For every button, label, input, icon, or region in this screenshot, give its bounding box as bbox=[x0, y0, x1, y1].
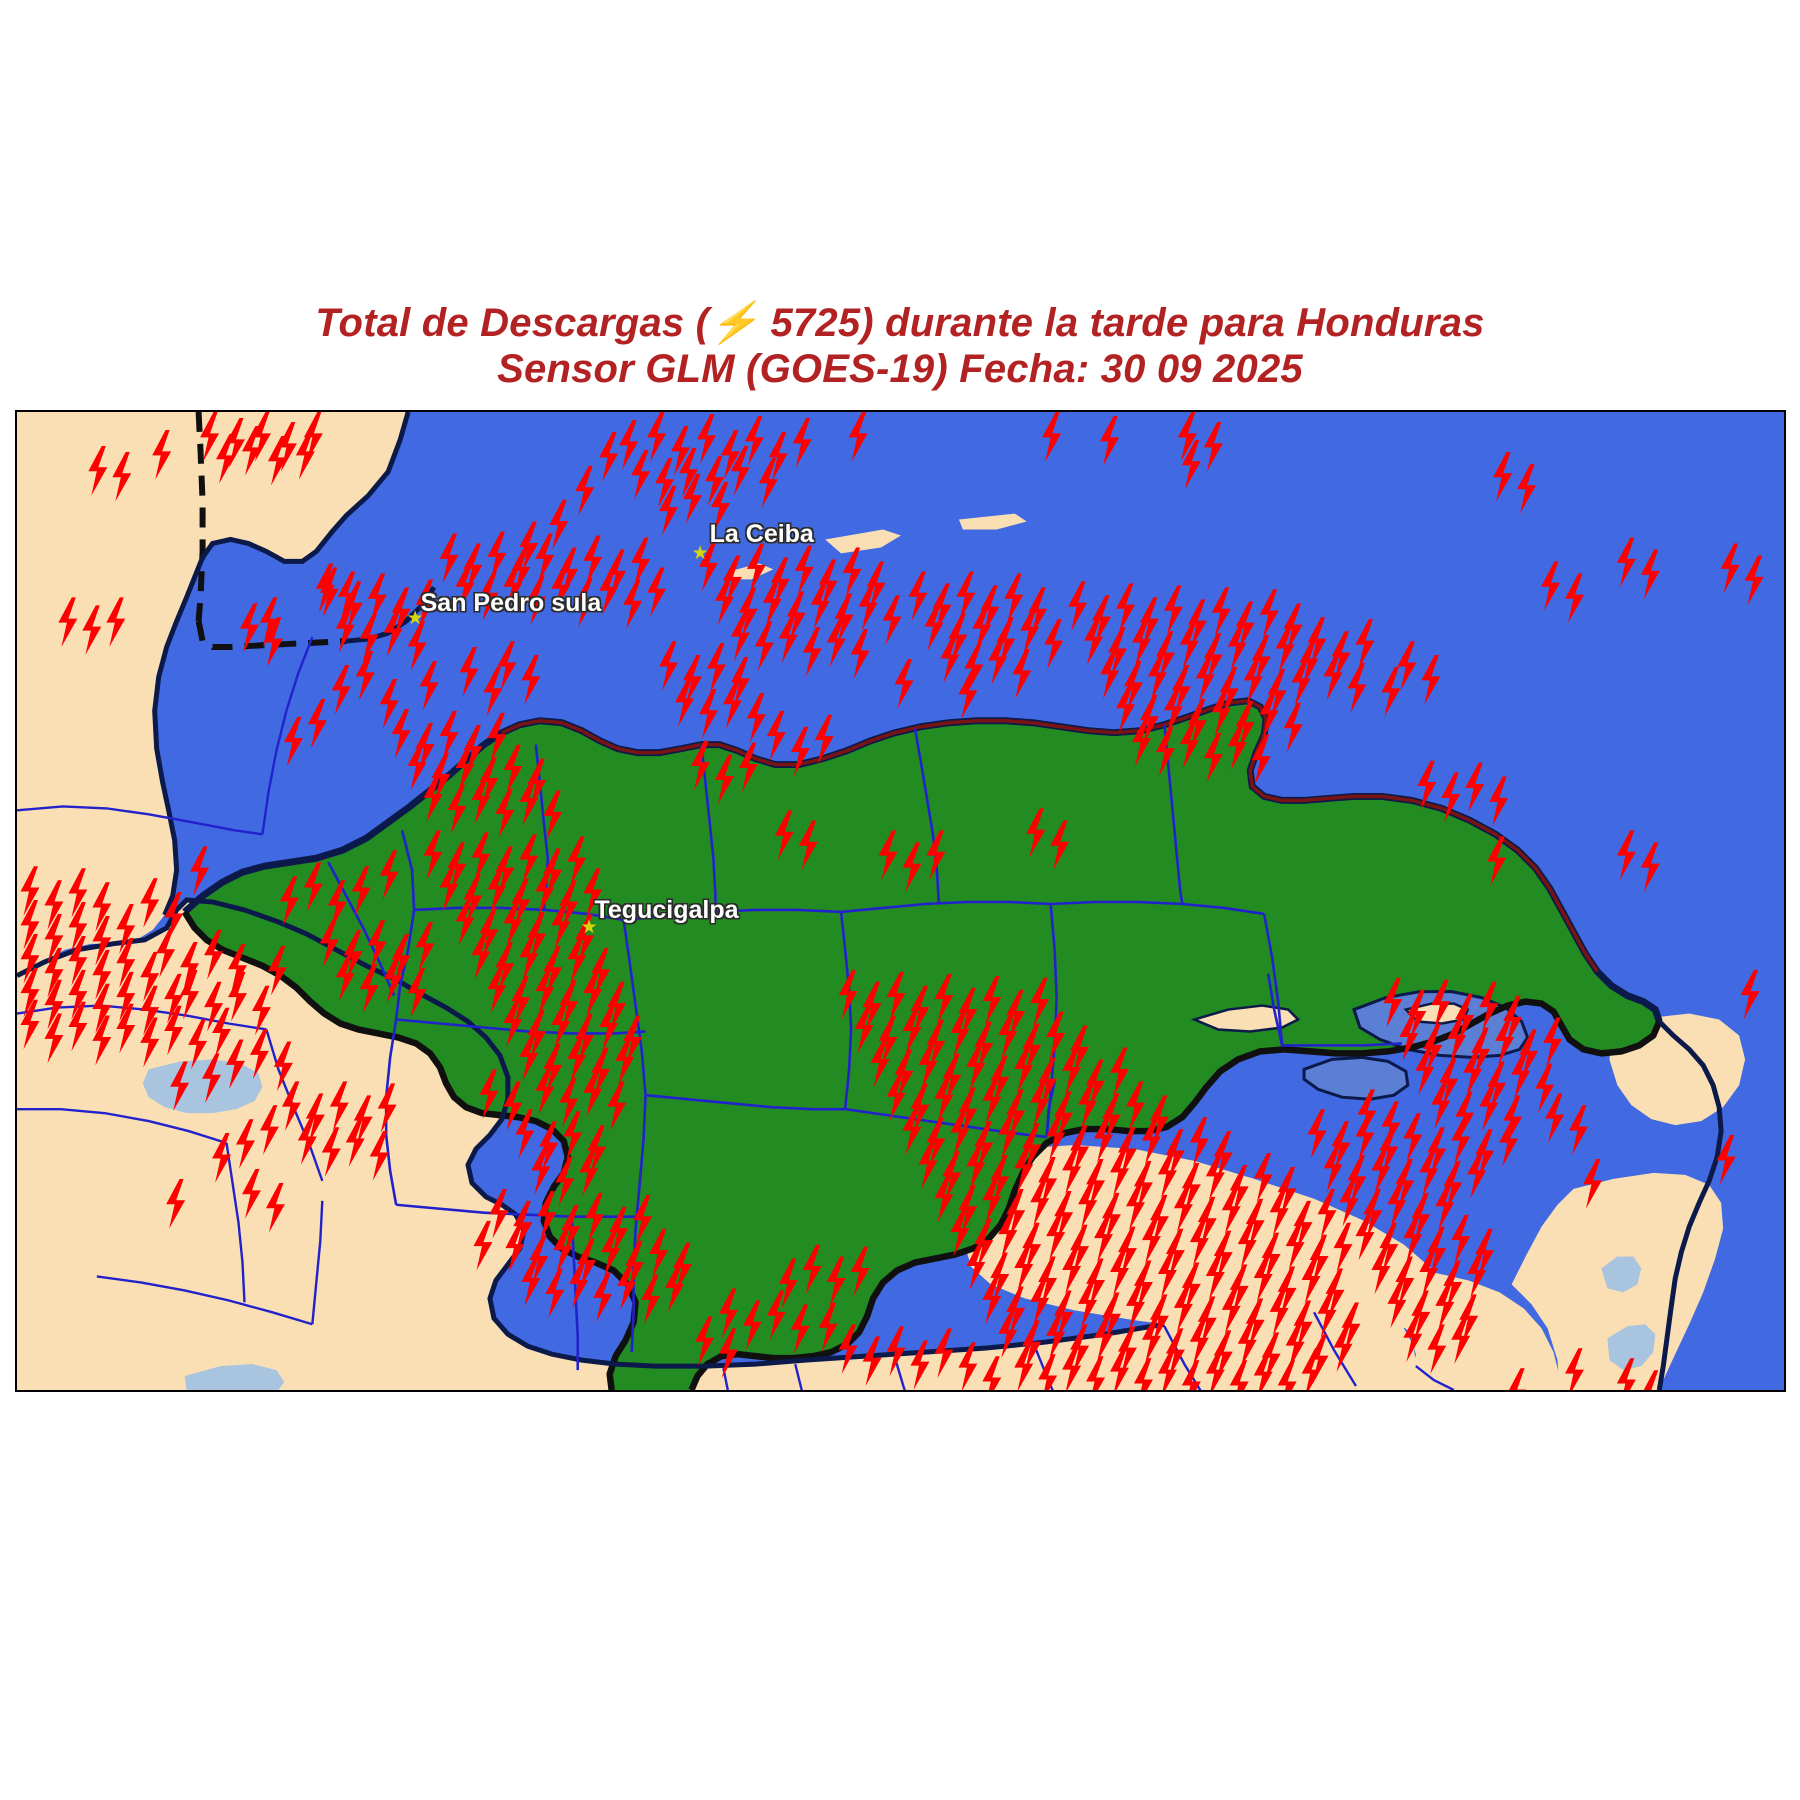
map-canvas[interactable]: ★ La Ceiba ★ San Pedro sula ★ Tegucigalp… bbox=[15, 410, 1786, 1392]
title-line-2: Sensor GLM (GOES-19) Fecha: 30 09 2025 bbox=[497, 347, 1303, 391]
map-graphic bbox=[17, 412, 1784, 1390]
title-line-1: Total de Descargas (⚡ 5725) durante la t… bbox=[315, 301, 1485, 345]
chart-title-block: Total de Descargas (⚡ 5725) durante la t… bbox=[0, 300, 1800, 392]
